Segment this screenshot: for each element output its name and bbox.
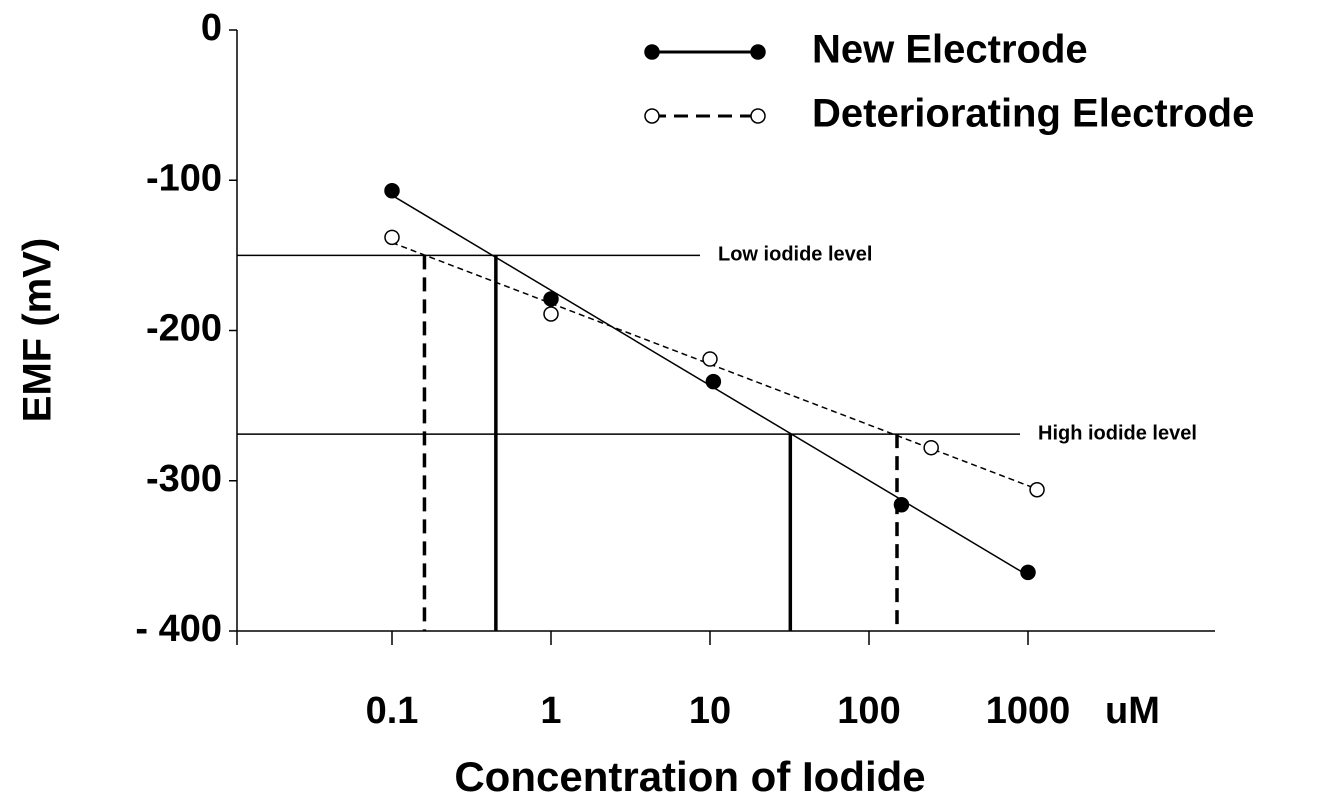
y-axis-label: EMF (mV) <box>16 238 60 422</box>
point <box>384 183 400 199</box>
y-tick-label: -300 <box>146 458 222 500</box>
x-unit: uM <box>1105 690 1160 732</box>
point <box>702 351 718 367</box>
legend-marker <box>644 44 660 60</box>
point <box>923 439 939 456</box>
y-tick-label: - 400 <box>135 608 222 650</box>
fit-line <box>391 241 1038 490</box>
x-axis-label: Concentration of Iodide <box>454 753 925 800</box>
point <box>1020 564 1036 581</box>
point <box>543 306 559 322</box>
x-tick-label: 1000 <box>986 690 1071 732</box>
y-tick-label: -100 <box>146 157 222 199</box>
legend-marker <box>644 108 660 124</box>
point <box>543 291 559 307</box>
x-tick-label: 100 <box>837 690 900 732</box>
point <box>893 497 910 513</box>
x-tick-label: 0.1 <box>366 690 419 732</box>
legend-marker <box>750 44 766 60</box>
point <box>1029 482 1045 498</box>
y-tick-label: 0 <box>201 7 222 49</box>
legend-marker <box>750 108 766 124</box>
point <box>384 229 400 246</box>
point <box>705 373 722 390</box>
legend-label: Deteriorating Electrode <box>812 92 1254 136</box>
x-tick-label: 1 <box>540 690 561 732</box>
reference-label: Low iodide level <box>718 244 872 266</box>
legend-label: New Electrode <box>812 28 1088 72</box>
reference-label: High iodide level <box>1038 422 1197 444</box>
y-tick-label: -200 <box>146 308 222 350</box>
x-tick-label: 10 <box>689 690 731 732</box>
